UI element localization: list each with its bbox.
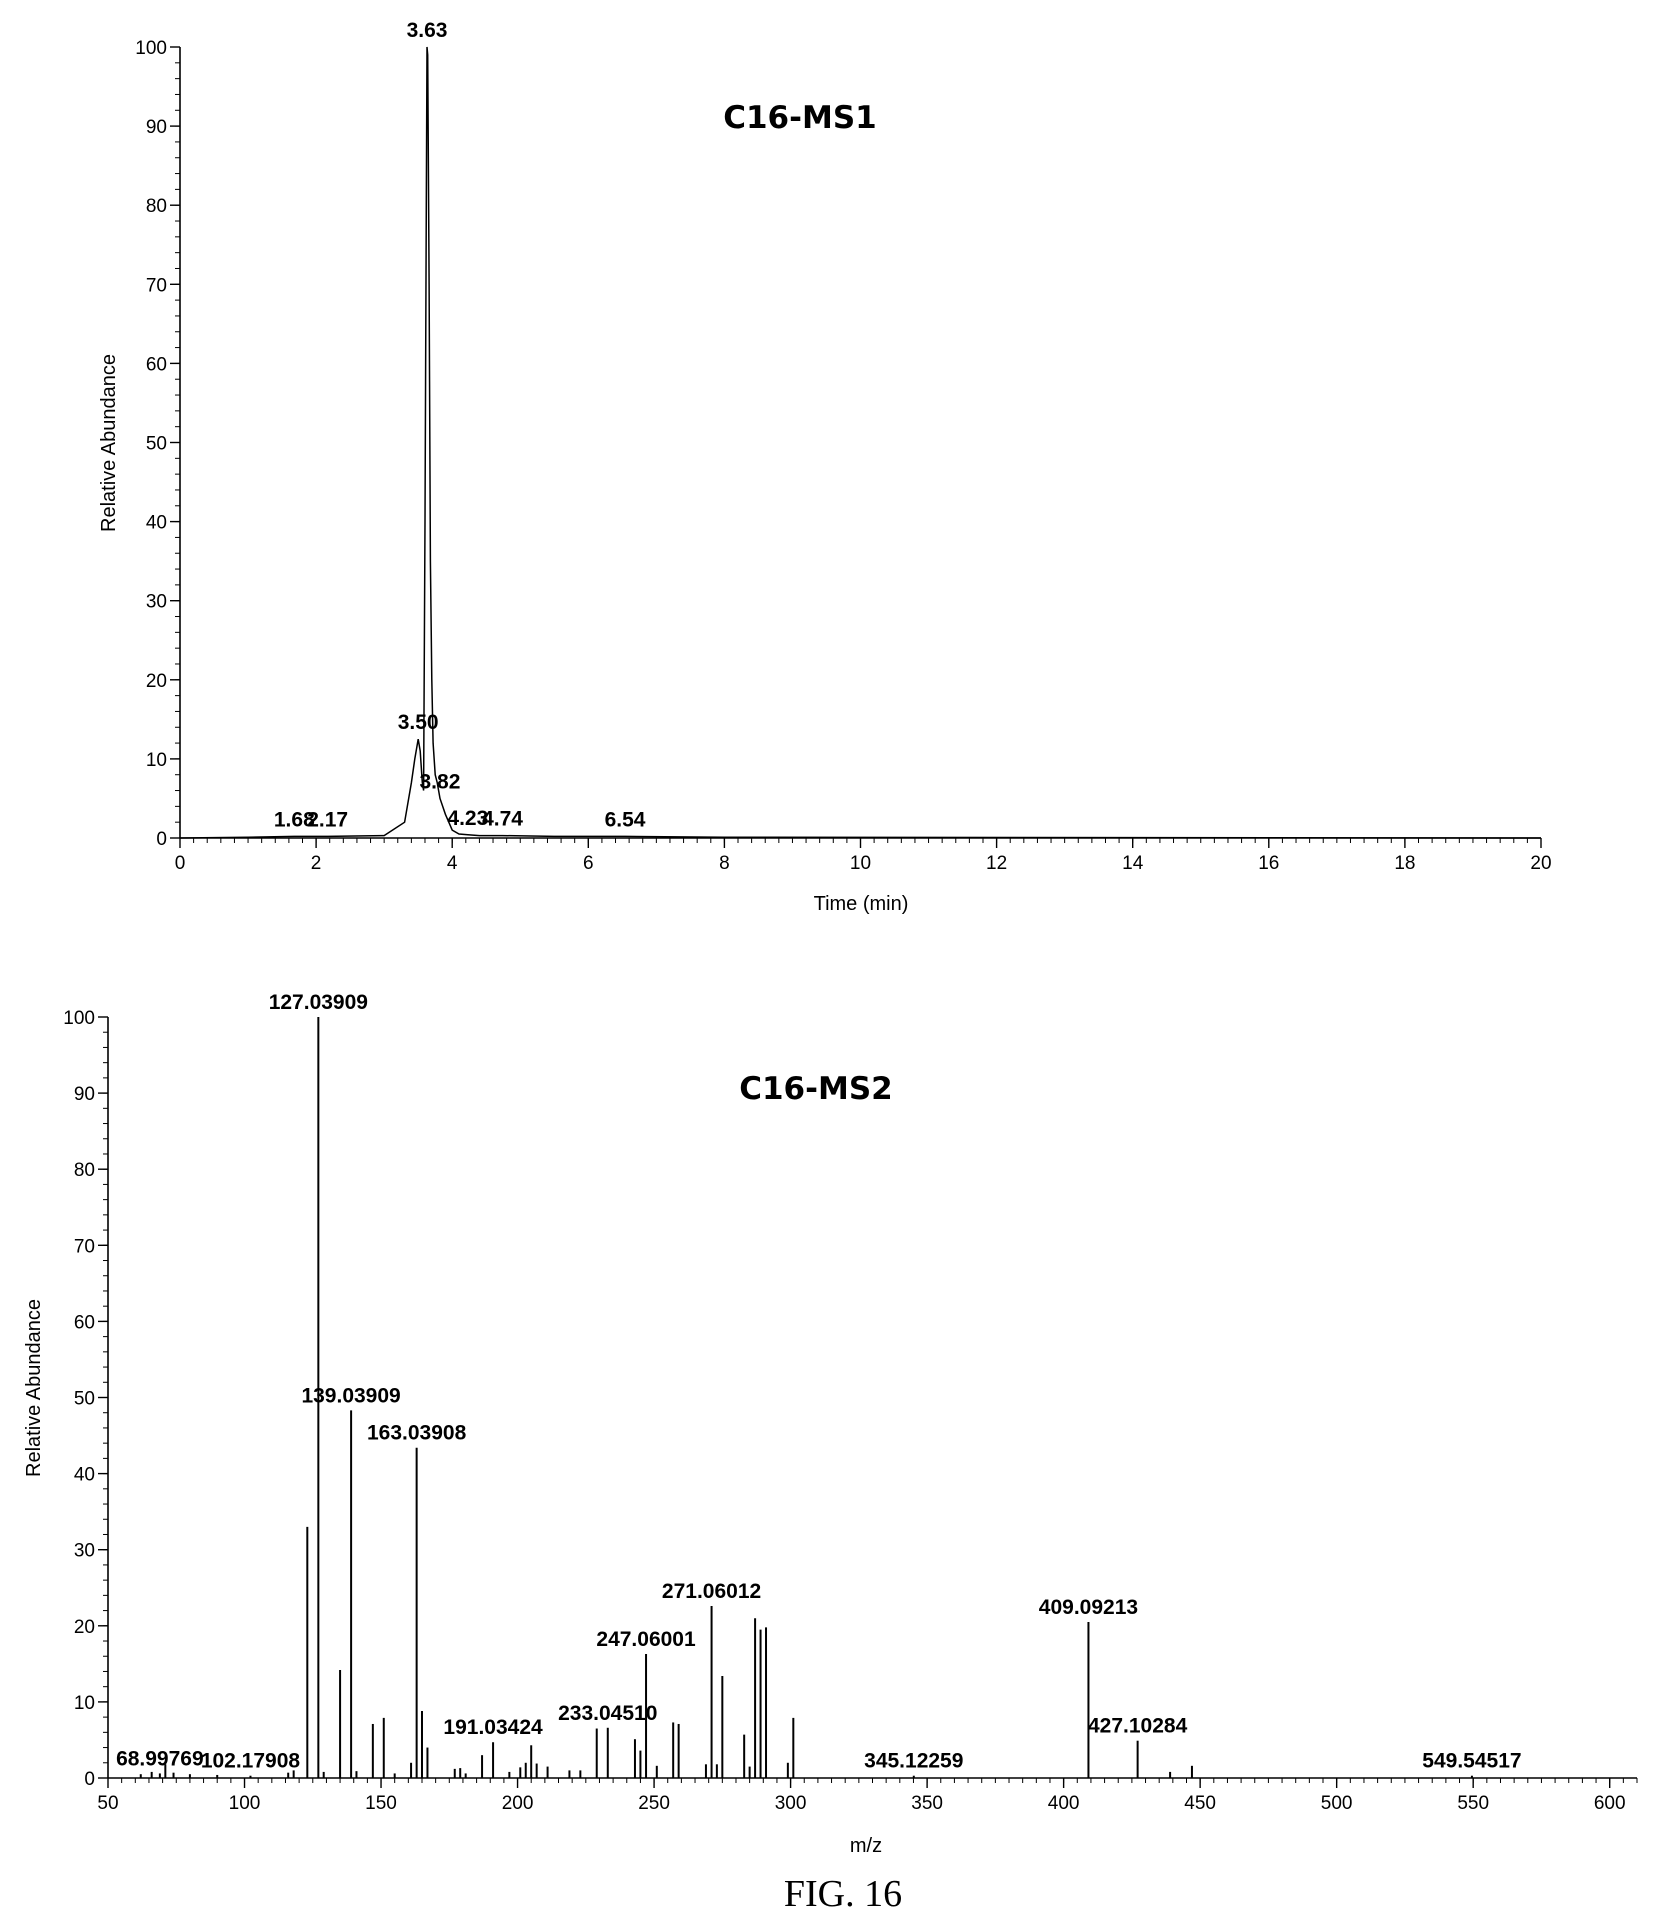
y-tick-label: 40: [146, 513, 167, 534]
y-tick-label: 90: [146, 117, 167, 138]
figure-caption: FIG. 16: [784, 1873, 902, 1915]
y-tick-label: 10: [74, 1693, 95, 1714]
y-tick-label: 70: [146, 275, 167, 296]
x-tick-label: 50: [97, 1793, 118, 1814]
x-tick-label: 14: [1122, 853, 1144, 874]
peak-label: 102.17908: [201, 1750, 301, 1773]
x-tick-label: 100: [229, 1793, 261, 1814]
peak-label: 2.17: [307, 808, 348, 831]
x-tick-label: 350: [911, 1793, 943, 1814]
y-tick-label: 10: [146, 750, 167, 771]
chart2-y-axis-label: Relative Abundance: [23, 1299, 45, 1477]
x-tick-label: 16: [1258, 853, 1279, 874]
y-tick-label: 80: [74, 1160, 95, 1181]
x-tick-label: 12: [986, 853, 1007, 874]
peak-label: 1.68: [274, 808, 315, 831]
y-tick-label: 30: [146, 592, 167, 613]
chart2-x-axis-label: m/z: [850, 1835, 882, 1857]
x-tick-label: 10: [850, 853, 871, 874]
peak-label: 163.03908: [367, 1422, 467, 1445]
chromatogram-trace: [179, 46, 1542, 839]
y-tick-label: 50: [74, 1389, 95, 1410]
y-tick-label: 100: [63, 1008, 95, 1029]
y-tick-label: 60: [146, 354, 167, 375]
chart1-x-axis-label: Time (min): [814, 893, 909, 915]
y-tick-label: 100: [135, 38, 167, 59]
chart2-title: C16-MS2: [739, 1071, 893, 1107]
x-tick-label: 600: [1594, 1793, 1626, 1814]
peak-label: 345.12259: [864, 1750, 963, 1773]
x-tick-label: 4: [447, 853, 458, 874]
peak-label: 4.23: [447, 807, 488, 830]
x-tick-label: 500: [1321, 1793, 1353, 1814]
x-tick-label: 2: [311, 853, 322, 874]
peak-label: 233.04510: [558, 1702, 657, 1725]
peak-label: 271.06012: [662, 1580, 761, 1603]
x-tick-label: 150: [365, 1793, 397, 1814]
x-tick-label: 450: [1184, 1793, 1216, 1814]
peak-label: 139.03909: [301, 1384, 400, 1407]
x-tick-label: 20: [1530, 853, 1551, 874]
y-tick-label: 20: [146, 671, 167, 692]
peak-label: 6.54: [605, 808, 646, 831]
peak-label: 4.74: [482, 808, 523, 831]
peak-label: 549.54517: [1422, 1750, 1521, 1773]
x-tick-label: 18: [1394, 853, 1415, 874]
y-tick-label: 20: [74, 1617, 95, 1638]
peak-label: 191.03424: [443, 1716, 543, 1739]
y-tick-label: 30: [74, 1541, 95, 1562]
y-tick-label: 70: [74, 1236, 95, 1257]
y-tick-label: 80: [146, 196, 167, 217]
x-tick-label: 8: [719, 853, 730, 874]
chart1-title: C16-MS1: [723, 100, 877, 136]
y-tick-label: 0: [156, 829, 167, 850]
x-tick-label: 200: [502, 1793, 534, 1814]
peak-label: 427.10284: [1088, 1715, 1188, 1738]
peak-label: 3.82: [420, 770, 461, 793]
y-tick-label: 0: [84, 1769, 95, 1790]
y-tick-label: 40: [74, 1465, 95, 1486]
peak-label: 127.03909: [269, 991, 368, 1014]
x-tick-label: 0: [175, 853, 186, 874]
y-tick-label: 50: [146, 434, 167, 455]
peak-label: 68.99769: [116, 1747, 204, 1770]
y-tick-label: 90: [74, 1084, 95, 1105]
peak-label: 409.09213: [1039, 1596, 1138, 1619]
peak-label: 247.06001: [596, 1628, 696, 1651]
x-tick-label: 250: [638, 1793, 670, 1814]
x-tick-label: 400: [1048, 1793, 1080, 1814]
chromatogram-ms1: C16-MS1 Time (min) Relative Abundance 0 2…: [98, 19, 1552, 915]
x-tick-label: 550: [1457, 1793, 1489, 1814]
y-tick-label: 60: [74, 1312, 95, 1333]
x-tick-label: 300: [775, 1793, 807, 1814]
chart1-y-axis-label: Relative Abundance: [98, 354, 120, 532]
x-tick-label: 6: [583, 853, 594, 874]
peak-label: 3.63: [407, 19, 448, 42]
ms2-spectrum: C16-MS2 m/z Relative Abundance 50 100 150 2…: [23, 991, 1638, 1857]
peak-label: 3.50: [398, 711, 439, 734]
